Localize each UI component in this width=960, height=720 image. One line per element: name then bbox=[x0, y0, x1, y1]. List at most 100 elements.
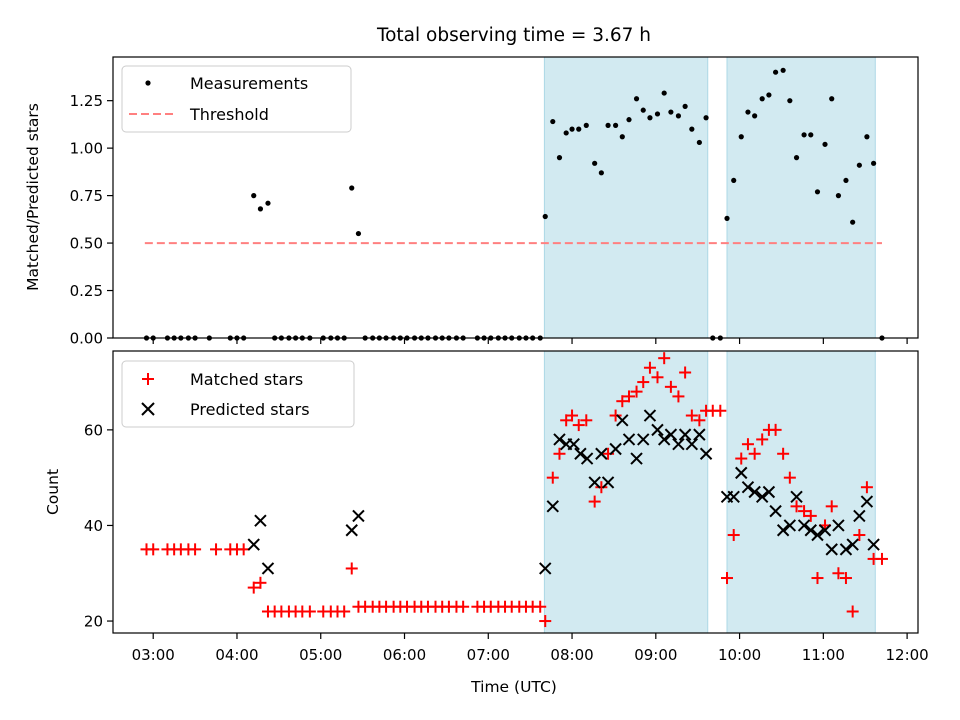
x-tick-label: 10:00 bbox=[718, 646, 761, 664]
matched-star-point bbox=[664, 380, 677, 393]
predicted-star-point bbox=[776, 524, 790, 537]
predicted-star-mark-b bbox=[630, 452, 643, 465]
matched-star-point bbox=[741, 438, 754, 451]
top-panel: 0.00 0.25 0.50 0.75 1.00 1.25 Matched/Predict… bbox=[24, 56, 919, 348]
predicted-star-point bbox=[616, 414, 629, 427]
measurement-point bbox=[556, 155, 563, 161]
predicted-star-point bbox=[574, 447, 587, 460]
predicted-star-point bbox=[622, 433, 636, 446]
x-tick-label: 05:00 bbox=[299, 646, 342, 664]
matched-star-point bbox=[651, 371, 664, 384]
matched-star-point bbox=[572, 419, 585, 432]
predicted-star-mark-b bbox=[643, 409, 657, 422]
predicted-star-mark-b bbox=[539, 562, 552, 575]
predicted-star-mark-b bbox=[601, 476, 615, 489]
measurement-point bbox=[850, 219, 856, 225]
y-tick-label: 40 bbox=[84, 517, 103, 535]
bottom-y-axis-label: Count bbox=[44, 469, 62, 515]
measurement-point bbox=[668, 109, 674, 115]
x-tick-label: 08:00 bbox=[550, 646, 593, 664]
predicted-star-mark-b bbox=[811, 528, 824, 542]
predicted-star-mark-b bbox=[261, 562, 275, 575]
predicted-star-mark-b bbox=[727, 490, 740, 503]
measurement-point bbox=[738, 134, 744, 140]
matched-star-point bbox=[804, 509, 817, 522]
measurement-point bbox=[724, 215, 730, 221]
predicted-star-mark-b bbox=[735, 466, 748, 480]
predicted-star-point bbox=[678, 428, 692, 441]
matched-star-point bbox=[595, 481, 608, 494]
measurement-point bbox=[550, 118, 556, 125]
predicted-star-mark-b bbox=[254, 514, 267, 527]
predicted-star-mark-b bbox=[832, 519, 845, 532]
predicted-star-mark-b bbox=[553, 433, 566, 446]
predicted-star-point bbox=[825, 543, 838, 556]
star-count-points bbox=[140, 352, 888, 628]
measurement-point bbox=[654, 111, 661, 117]
predicted-star-mark-b bbox=[755, 490, 769, 503]
matched-star-point bbox=[580, 414, 593, 427]
predicted-star-point bbox=[727, 490, 740, 503]
predicted-star-point bbox=[804, 524, 817, 537]
matched-star-point bbox=[147, 543, 160, 556]
matched-star-point bbox=[748, 447, 761, 460]
matched-star-point bbox=[338, 605, 351, 618]
predicted-star-point bbox=[853, 509, 866, 523]
shaded-region-1 bbox=[543, 56, 709, 339]
top-x-ticks bbox=[152, 338, 908, 344]
predicted-star-mark-b bbox=[769, 504, 782, 518]
predicted-star-mark-b bbox=[699, 447, 713, 460]
measurement-point bbox=[265, 200, 271, 206]
legend-threshold-label: Threshold bbox=[189, 105, 269, 124]
legend-predicted-marker bbox=[141, 402, 155, 416]
measurement-point bbox=[759, 96, 765, 102]
measurement-point bbox=[829, 96, 835, 102]
matched-star-point bbox=[860, 481, 873, 494]
predicted-star-point bbox=[546, 500, 559, 513]
matched-star-point bbox=[457, 600, 470, 613]
matched-star-point bbox=[825, 500, 838, 513]
x-tick-label: 12:00 bbox=[885, 646, 928, 664]
predicted-star-point bbox=[846, 538, 859, 551]
predicted-star-mark-b bbox=[748, 485, 761, 499]
matched-star-point bbox=[672, 390, 685, 403]
measurement-point bbox=[864, 134, 870, 140]
bottom-y-ticks: 20 40 60 bbox=[84, 421, 113, 631]
predicted-star-mark-b bbox=[818, 524, 832, 537]
predicted-star-point bbox=[797, 519, 811, 532]
predicted-star-mark-b bbox=[853, 509, 866, 523]
matched-star-point bbox=[658, 352, 671, 365]
y-tick-label: 0.00 bbox=[70, 330, 103, 348]
measurement-point bbox=[766, 92, 772, 98]
top-legend: Measurements Threshold bbox=[121, 65, 352, 133]
predicted-star-mark-b bbox=[804, 524, 817, 537]
predicted-star-mark-b bbox=[685, 437, 699, 451]
matched-star-point bbox=[875, 552, 888, 565]
legend-matched-marker bbox=[142, 373, 154, 385]
predicted-star-point bbox=[783, 519, 797, 532]
predicted-star-mark-b bbox=[797, 519, 811, 532]
y-tick-label: 20 bbox=[84, 613, 103, 631]
measurement-point bbox=[349, 185, 355, 191]
top-y-ticks: 0.00 0.25 0.50 0.75 1.00 1.25 bbox=[70, 92, 113, 348]
predicted-star-mark-b bbox=[622, 433, 636, 446]
matched-star-point bbox=[637, 376, 650, 389]
predicted-star-mark-b bbox=[839, 543, 853, 556]
x-tick-label: 09:00 bbox=[634, 646, 677, 664]
predicted-star-point bbox=[643, 409, 657, 422]
measurement-point bbox=[640, 107, 646, 113]
top-axes-frame bbox=[112, 56, 919, 339]
matched-star-point bbox=[832, 567, 845, 580]
matched-star-point bbox=[247, 581, 260, 594]
predicted-star-point bbox=[664, 428, 678, 441]
predicted-star-mark-b bbox=[657, 433, 671, 446]
predicted-star-point bbox=[352, 509, 365, 523]
measurement-point bbox=[626, 117, 632, 123]
matched-star-point bbox=[303, 605, 316, 618]
predicted-star-point bbox=[539, 562, 552, 575]
matched-star-point bbox=[693, 414, 706, 427]
matched-star-point bbox=[735, 452, 748, 465]
matched-star-point bbox=[609, 409, 622, 422]
predicted-star-point bbox=[790, 490, 803, 503]
